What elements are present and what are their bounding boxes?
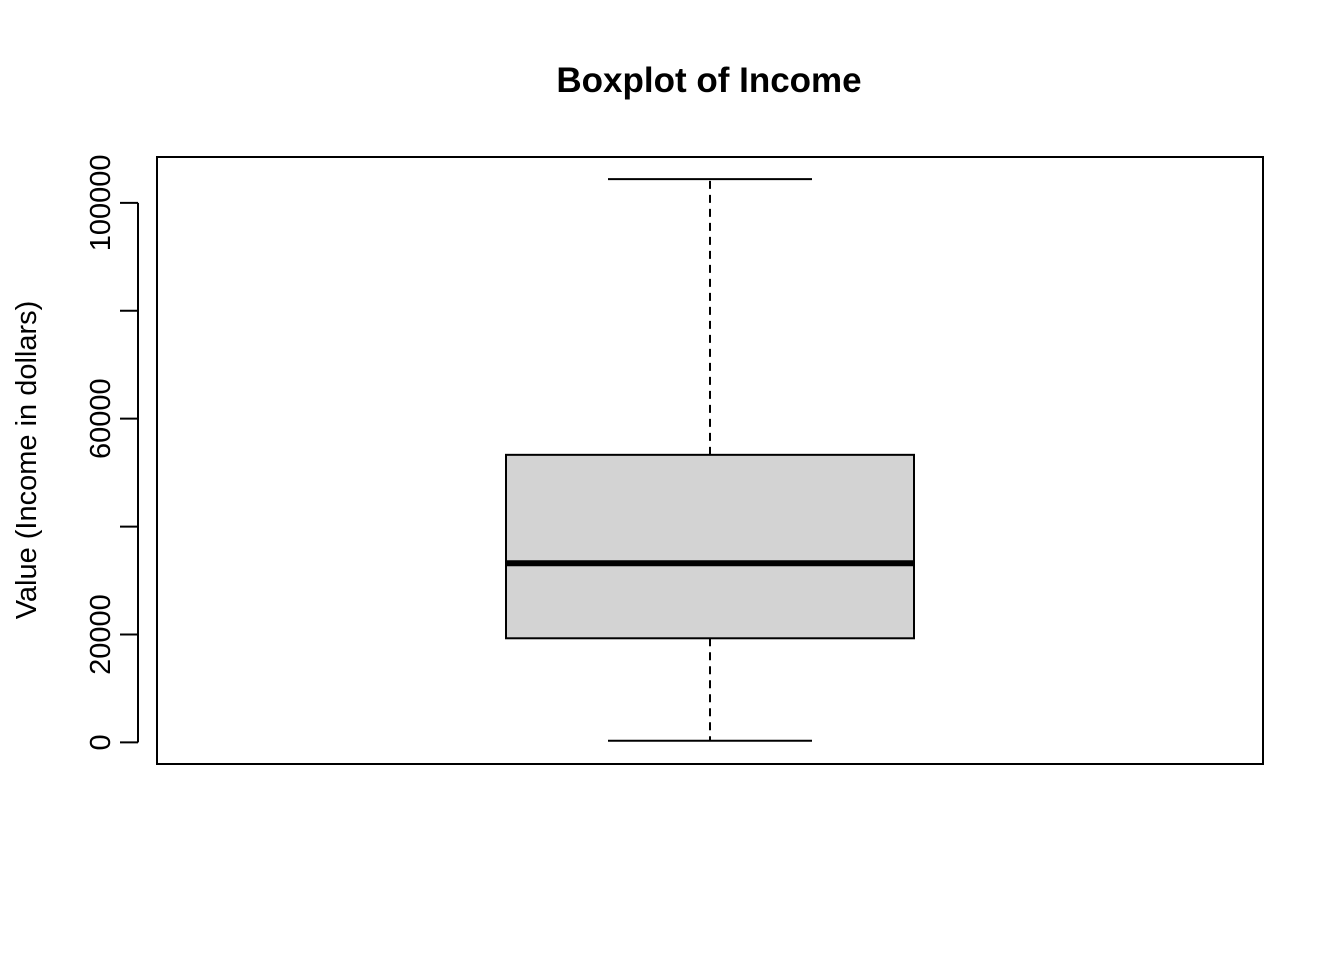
y-axis: 0 20000 60000 100000 — [85, 154, 139, 750]
y-tick-label-0: 0 — [85, 734, 117, 750]
interquartile-box — [505, 453, 915, 640]
plot-frame — [156, 156, 1264, 765]
y-tick-label-20000: 20000 — [85, 594, 117, 675]
chart-title: Boxplot of Income — [556, 61, 861, 100]
y-tick-label-60000: 60000 — [85, 378, 117, 459]
box-group — [505, 178, 915, 742]
y-axis-label: Value (Income in dollars) — [11, 301, 43, 620]
y-tick-label-100000: 100000 — [85, 154, 117, 251]
